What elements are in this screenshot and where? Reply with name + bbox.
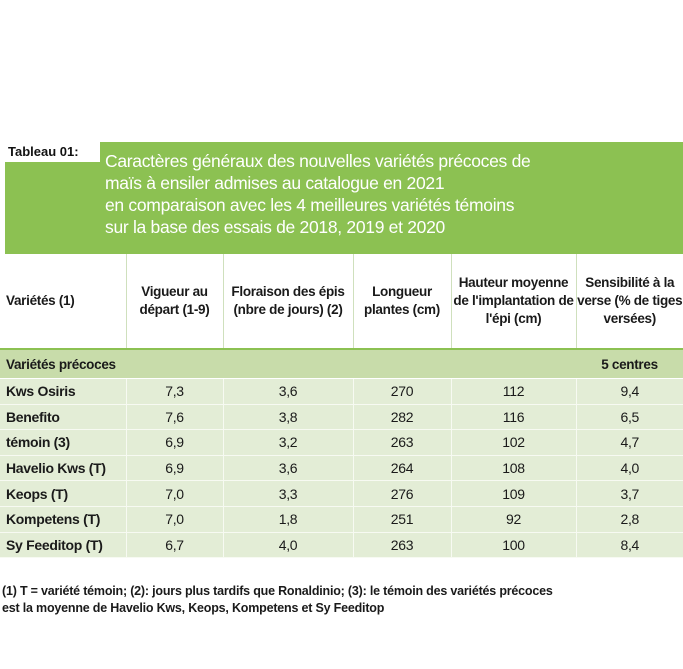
cell-vigueur: 7,3 xyxy=(126,378,224,405)
footnote-line: (1) T = variété témoin; (2): jours plus … xyxy=(2,584,553,598)
variety-name: Kompetens (T) xyxy=(0,506,127,533)
cell-sensibilite: 9,4 xyxy=(576,378,683,405)
cell-hauteur: 100 xyxy=(451,532,577,559)
table-row: Sy Feeditop (T) 6,7 4,0 263 100 8,4 xyxy=(0,532,683,559)
cell-floraison: 4,0 xyxy=(223,532,354,559)
cell-longueur: 263 xyxy=(353,429,452,456)
table-title: Caractères généraux des nouvelles variét… xyxy=(105,150,679,238)
cell-hauteur: 112 xyxy=(451,378,577,405)
cell-vigueur: 6,9 xyxy=(126,429,224,456)
table-row: Kompetens (T) 7,0 1,8 251 92 2,8 xyxy=(0,506,683,533)
title-line: sur la base des essais de 2018, 2019 et … xyxy=(105,217,445,237)
cell-longueur: 251 xyxy=(353,506,452,533)
cell-sensibilite: 4,7 xyxy=(576,429,683,456)
variety-name: Havelio Kws (T) xyxy=(0,455,127,482)
cell-vigueur: 7,0 xyxy=(126,506,224,533)
column-header-floraison: Floraison des épis (nbre de jours) (2) xyxy=(223,254,354,349)
table-row: Havelio Kws (T) 6,9 3,6 264 108 4,0 xyxy=(0,455,683,482)
group-label: Variétés précoces xyxy=(0,348,576,379)
cell-longueur: 276 xyxy=(353,480,452,507)
title-line: en comparaison avec les 4 meilleures var… xyxy=(105,195,515,215)
group-note: 5 centres xyxy=(576,348,683,379)
table-row: Keops (T) 7,0 3,3 276 109 3,7 xyxy=(0,480,683,507)
cell-floraison: 3,6 xyxy=(223,455,354,482)
cell-sensibilite: 3,7 xyxy=(576,480,683,507)
table-caption: Tableau 01: Caractères généraux des nouv… xyxy=(5,142,683,254)
column-header-sensibilite: Sensibilité à la verse (% de tiges versé… xyxy=(576,254,683,349)
cell-longueur: 264 xyxy=(353,455,452,482)
column-header-longueur: Longueur plantes (cm) xyxy=(353,254,452,349)
table-row: Kws Osiris 7,3 3,6 270 112 9,4 xyxy=(0,378,683,405)
footnote-line: est la moyenne de Havelio Kws, Keops, Ko… xyxy=(2,601,385,615)
cell-hauteur: 116 xyxy=(451,404,577,431)
variety-name: témoin (3) xyxy=(0,429,127,456)
cell-floraison: 3,6 xyxy=(223,378,354,405)
cell-sensibilite: 2,8 xyxy=(576,506,683,533)
cell-hauteur: 92 xyxy=(451,506,577,533)
cell-sensibilite: 8,4 xyxy=(576,532,683,559)
group-row: Variétés précoces 5 centres xyxy=(0,348,683,379)
cell-hauteur: 108 xyxy=(451,455,577,482)
cell-floraison: 3,3 xyxy=(223,480,354,507)
title-line: maïs à ensiler admises au catalogue en 2… xyxy=(105,173,445,193)
table-row: Benefito 7,6 3,8 282 116 6,5 xyxy=(0,404,683,431)
cell-hauteur: 109 xyxy=(451,480,577,507)
column-header-hauteur: Hauteur moyenne de l'implantation de l'é… xyxy=(451,254,577,349)
cell-floraison: 1,8 xyxy=(223,506,354,533)
cell-vigueur: 6,7 xyxy=(126,532,224,559)
varieties-table: Variétés (1) Vigueur au départ (1-9) Flo… xyxy=(0,254,683,559)
cell-vigueur: 7,0 xyxy=(126,480,224,507)
cell-hauteur: 102 xyxy=(451,429,577,456)
cell-longueur: 270 xyxy=(353,378,452,405)
cell-longueur: 282 xyxy=(353,404,452,431)
cell-vigueur: 7,6 xyxy=(126,404,224,431)
table-row: témoin (3) 6,9 3,2 263 102 4,7 xyxy=(0,429,683,456)
cell-floraison: 3,2 xyxy=(223,429,354,456)
variety-name: Sy Feeditop (T) xyxy=(0,532,127,559)
table-footnote: (1) T = variété témoin; (2): jours plus … xyxy=(2,583,682,617)
column-header-varietes: Variétés (1) xyxy=(0,254,127,349)
table-label: Tableau 01: xyxy=(5,142,100,162)
cell-floraison: 3,8 xyxy=(223,404,354,431)
cell-longueur: 263 xyxy=(353,532,452,559)
variety-name: Keops (T) xyxy=(0,480,127,507)
cell-vigueur: 6,9 xyxy=(126,455,224,482)
cell-sensibilite: 6,5 xyxy=(576,404,683,431)
variety-name: Benefito xyxy=(0,404,127,431)
column-header-vigueur: Vigueur au départ (1-9) xyxy=(126,254,224,349)
cell-sensibilite: 4,0 xyxy=(576,455,683,482)
header-row: Variétés (1) Vigueur au départ (1-9) Flo… xyxy=(0,254,683,349)
variety-name: Kws Osiris xyxy=(0,378,127,405)
title-line: Caractères généraux des nouvelles variét… xyxy=(105,151,531,171)
